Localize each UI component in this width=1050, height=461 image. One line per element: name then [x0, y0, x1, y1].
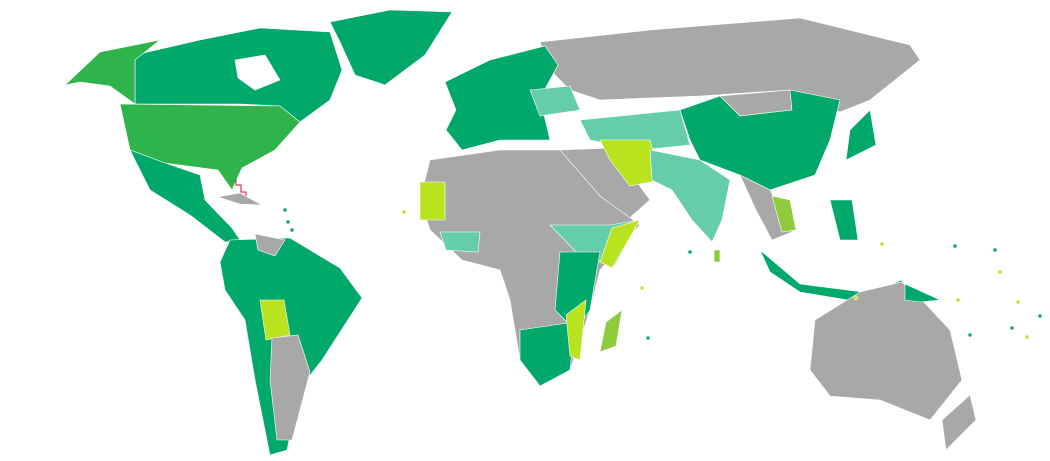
africa — [419, 149, 641, 387]
region-new-zealand — [941, 394, 977, 451]
oceania — [809, 281, 977, 451]
island-dot — [879, 241, 885, 247]
region-indochina — [771, 195, 797, 233]
region-japan — [845, 109, 877, 161]
island-dot — [992, 247, 998, 253]
region-iran — [599, 139, 661, 187]
region-papua-new-guinea — [904, 283, 942, 303]
island-dot — [1037, 313, 1043, 319]
region-hudson-bay — [234, 54, 281, 91]
island-dot — [967, 332, 973, 338]
europe-asia — [444, 17, 921, 303]
island-dot — [401, 209, 407, 215]
region-mozambique — [565, 299, 587, 361]
region-europe — [444, 45, 559, 151]
region-mexico-central-america — [129, 149, 241, 243]
florida-strait-marker — [235, 179, 247, 196]
region-india — [649, 149, 731, 243]
island-dot — [1009, 325, 1015, 331]
island-dot — [285, 219, 291, 225]
region-somalia — [599, 219, 641, 269]
island-dot — [687, 249, 693, 255]
island-dot — [955, 297, 961, 303]
island-dot — [1024, 334, 1030, 340]
region-greenland — [329, 9, 453, 86]
region-ukraine-area — [529, 85, 581, 117]
island-dot — [645, 335, 651, 341]
island-dot — [289, 227, 295, 233]
region-bolivia — [259, 299, 291, 341]
island-dot — [639, 285, 645, 291]
island-dot — [282, 207, 288, 213]
north-america — [64, 9, 453, 243]
region-mauritania — [419, 181, 446, 221]
region-philippines — [829, 199, 859, 241]
region-southern-africa — [519, 321, 576, 387]
island-dot — [1015, 299, 1021, 305]
island-dot — [997, 269, 1003, 275]
region-australia — [809, 281, 963, 421]
region-alaska — [64, 39, 161, 105]
region-guianas — [254, 233, 286, 257]
region-madagascar — [599, 309, 623, 353]
region-west-africa — [439, 231, 481, 253]
region-sri-lanka — [713, 249, 721, 263]
region-cuba — [217, 192, 263, 206]
small-islands — [282, 207, 1043, 341]
island-dot — [952, 243, 958, 249]
island-dot — [853, 295, 859, 301]
region-southeast-asia — [739, 174, 793, 241]
region-argentina — [269, 334, 311, 441]
south-america — [219, 233, 363, 456]
